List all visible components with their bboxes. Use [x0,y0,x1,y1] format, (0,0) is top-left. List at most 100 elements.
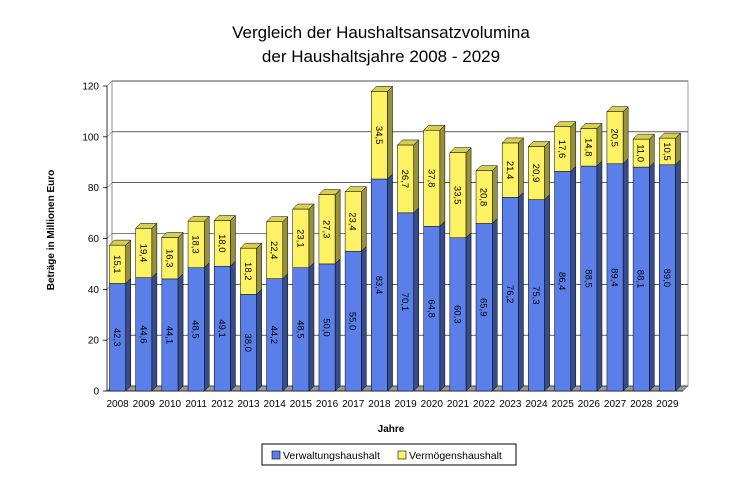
bar-segment-vermoegenshaushalt [449,146,472,239]
bar-segment-vermoegenshaushalt [344,186,367,252]
data-label: 49,1 [216,319,227,338]
bar-top [344,186,367,192]
bar-side [256,242,262,296]
bar-side [518,191,524,392]
bar-side [570,121,577,173]
bar-top [161,232,184,238]
data-label: 64,8 [425,299,436,318]
bar-side [439,124,446,227]
bar-side [413,207,419,392]
bar-side [544,140,550,201]
bar-segment-verwaltungshaushalt [344,245,367,392]
legend: Verwaltungshaushalt Vermögenshaushalt [261,443,517,466]
bar-top [553,121,577,127]
bar-top [318,189,341,195]
data-label: 27,3 [321,220,332,239]
x-tick-label: 2025 [552,399,575,410]
legend-label-verwaltungshaushalt: Verwaltungshaushalt [283,450,380,462]
bar-top [396,139,420,146]
data-label: 70,1 [399,293,410,312]
data-label: 10,5 [661,142,672,161]
legend-swatch-verwaltungshaushalt [271,450,281,460]
bar-segment-vermoegenshaushalt [632,133,655,168]
data-label: 15,1 [111,255,122,274]
data-label: 21,4 [504,161,515,180]
bar-segment-verwaltungshaushalt [371,173,393,392]
bar-top [423,124,446,131]
bar-segment-verwaltungshaushalt [475,217,498,392]
bar-side [465,232,472,392]
x-tick-label: 2023 [499,399,522,410]
y-tick-label: 60 [88,234,100,245]
x-tick-label: 2026 [578,399,601,410]
gridline-depth [106,233,113,239]
data-label: 19,4 [137,244,148,262]
bar-side [387,85,393,180]
bar-side [308,262,315,392]
bar-segment-verwaltungshaushalt [187,262,210,392]
data-label: 75,3 [530,286,541,305]
data-label: 18,2 [242,262,253,281]
x-tick-label: 2013 [237,399,260,410]
bar-segment-vermoegenshaushalt [527,140,551,201]
x-tick-label: 2027 [604,399,627,410]
bar-side [649,161,655,392]
gridline-depth [106,80,113,87]
x-tick-label: 2008 [106,399,129,410]
bar-side [230,260,236,392]
data-label: 23,4 [347,212,358,231]
data-label: 88,5 [582,269,593,288]
bar-side [544,194,550,392]
bar-segment-vermoegenshaushalt [580,122,603,167]
bar-side [204,215,210,269]
data-label: 89,0 [661,269,672,288]
bar-segment-vermoegenshaushalt [187,215,210,269]
bar-segment-verwaltungshaushalt [240,288,262,392]
bar-side [230,214,236,267]
bar-segment-vermoegenshaushalt [370,85,394,180]
data-label: 18,0 [216,234,227,253]
bar-segment-vermoegenshaushalt [108,239,132,285]
data-label: 48,5 [294,320,305,339]
bar-side [177,231,184,280]
y-tick-label: 0 [93,387,99,398]
bar-side [151,222,158,279]
data-label: 23,1 [294,229,305,248]
bar-side [308,203,315,269]
x-tick-label: 2018 [368,399,391,410]
data-label: 37,8 [425,169,436,188]
bar-side [622,158,629,392]
data-label: 17,6 [556,140,567,159]
bar-segment-verwaltungshaushalt [554,165,577,392]
bar-segment-verwaltungshaushalt [449,232,472,392]
bar-segment-vermoegenshaushalt [423,124,446,227]
bar-segment-verwaltungshaushalt [632,161,655,392]
bar-side [518,137,524,198]
data-label: 33,5 [451,186,462,205]
bar-segment-vermoegenshaushalt [553,121,577,173]
bar-segment-verwaltungshaushalt [161,273,184,392]
bar-side [596,160,603,392]
bar-side [282,216,289,280]
bar-top [292,203,315,210]
data-label: 86,4 [556,272,567,291]
bar-side [125,239,131,285]
data-label: 42,3 [111,328,122,347]
bar-side [675,132,681,166]
bar-top [108,239,132,246]
legend-box [261,443,517,466]
bar-side [675,159,681,392]
y-tick-label: 100 [82,132,99,143]
data-label: 83,4 [373,276,384,295]
bar-segment-verwaltungshaushalt [135,272,158,392]
data-label: 44,6 [137,325,148,344]
bar-top [187,215,210,222]
bar-top [527,141,551,147]
bar-side [334,188,341,265]
gridline-depth [106,131,113,138]
data-label: 16,3 [163,249,174,268]
data-label: 60,3 [451,305,462,324]
bar-segment-vermoegenshaushalt [213,214,237,267]
data-label: 89,4 [609,268,620,287]
